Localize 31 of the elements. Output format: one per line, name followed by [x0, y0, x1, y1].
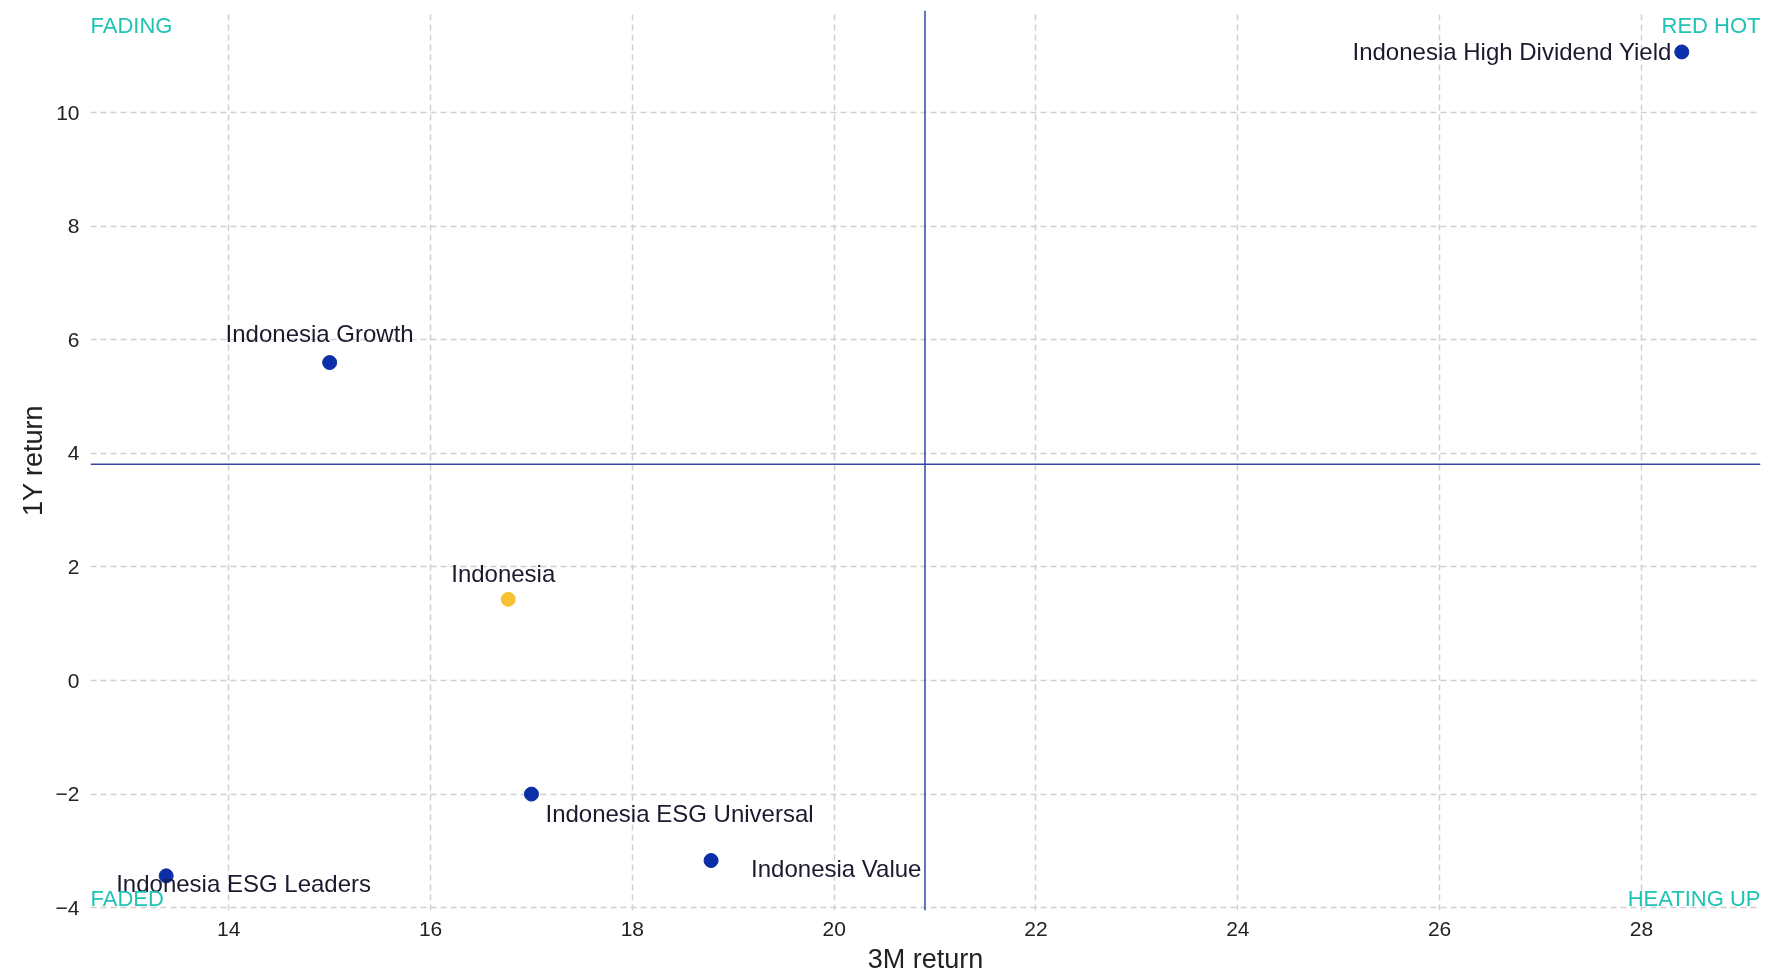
series-label: Indonesia Value: [751, 855, 922, 883]
x-axis-title: 3M return: [867, 943, 984, 974]
x-tick-label: 18: [620, 916, 645, 940]
point: [500, 591, 516, 607]
point: [322, 355, 338, 371]
x-tick-label: 28: [1629, 916, 1654, 940]
series-label: Indonesia: [451, 560, 556, 588]
y-tick-label: −4: [55, 895, 80, 919]
x-tick-label: 20: [822, 916, 846, 940]
y-tick-label: 8: [67, 214, 80, 238]
y-axis-title: 1Y return: [17, 405, 48, 517]
annotation: HEATING UP: [1627, 885, 1761, 911]
y-tick-label: 2: [67, 554, 80, 578]
y-tick-label: 6: [67, 327, 80, 351]
y-tick-label: −2: [55, 782, 80, 806]
x-tick-label: 26: [1427, 916, 1452, 940]
point: [1674, 44, 1690, 60]
series-label: Indonesia ESG Universal: [545, 800, 814, 828]
annotation: RED HOT: [1661, 12, 1761, 38]
x-tick-label: 24: [1226, 916, 1250, 940]
point: [523, 786, 539, 802]
x-tick-label: 22: [1024, 916, 1048, 940]
y-tick-label: 4: [67, 441, 80, 465]
y-tick-label: 0: [67, 668, 80, 692]
y-tick-label: 10: [56, 100, 80, 124]
series-label: Indonesia High Dividend Yield: [1352, 38, 1672, 66]
x-tick-label: 14: [217, 916, 241, 940]
series-label: Indonesia Growth: [225, 319, 414, 347]
point: [703, 853, 719, 869]
annotation: FADING: [90, 12, 173, 38]
x-tick-label: 16: [418, 916, 443, 940]
